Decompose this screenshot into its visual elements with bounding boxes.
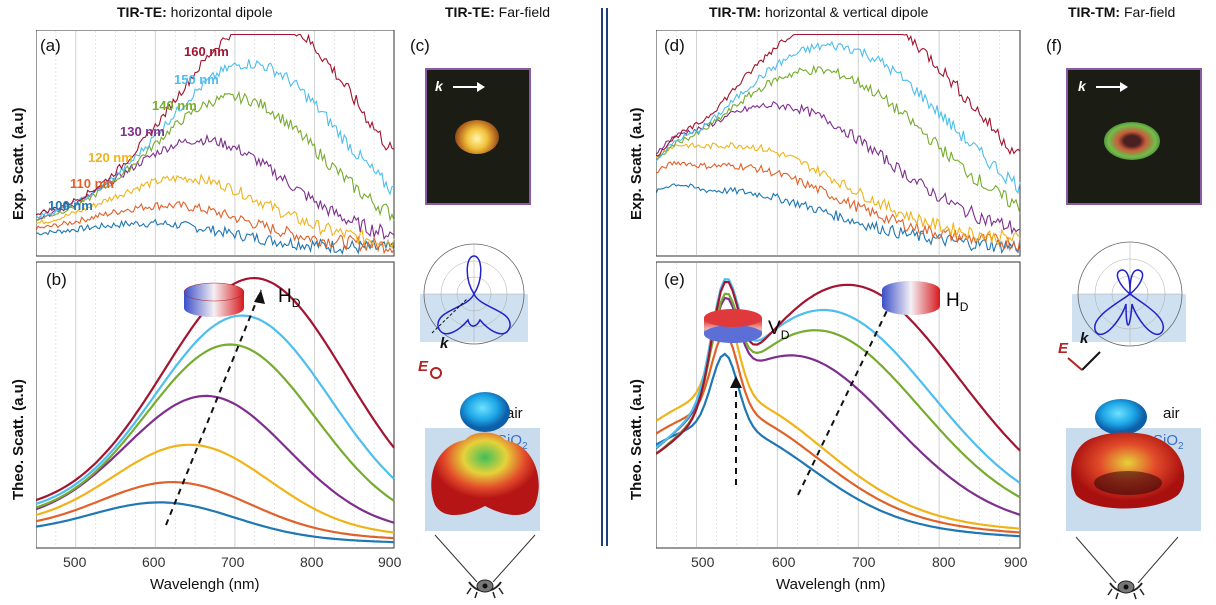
series-line-100 (656, 183, 1021, 255)
series-line-130 (656, 101, 1021, 235)
k-vector-label-polar-c: k (440, 335, 449, 352)
tick-right-900: 900 (1004, 554, 1028, 570)
k-vector-label-f: k (1078, 78, 1086, 94)
header-te-dipole: TIR-TE: horizontal dipole (117, 4, 273, 20)
k-arrow-icon-f (1096, 86, 1124, 88)
k-vector-label-c: k (435, 78, 443, 94)
series-line-110 (36, 481, 395, 540)
column-separator (601, 8, 608, 546)
tick-left-600: 600 (142, 554, 166, 570)
disk-icon-te (183, 282, 245, 317)
tick-right-500: 500 (691, 554, 715, 570)
header-tm-farfield: TIR-TM: Far-field (1068, 4, 1176, 20)
series-label-120: 120 nm (88, 150, 133, 165)
vd-arrow-tm-head (730, 376, 742, 388)
disk-icon-vd (704, 309, 762, 343)
vd-label-tm: VD (768, 318, 790, 342)
tick-left-500: 500 (63, 554, 87, 570)
e-k-vectors-icon (1067, 351, 1101, 371)
series-line-120 (656, 141, 1021, 246)
series-line-160 (656, 33, 1021, 158)
tick-left-900: 900 (378, 554, 402, 570)
header-te-farfield: TIR-TE: Far-field (445, 4, 550, 20)
series-line-120 (36, 443, 395, 534)
hd-arrow-te (165, 289, 262, 526)
panel-e-label: (e) (664, 270, 685, 289)
plot-right: VD HD (656, 30, 1021, 549)
k-arrow-head-icon-f (1120, 82, 1128, 92)
xlabel-left: Wavelengh (nm) (150, 576, 260, 593)
tick-right-600: 600 (772, 554, 796, 570)
series-line-120 (36, 173, 395, 250)
series-line-130 (36, 394, 395, 524)
farfield-image-tm: k (1066, 68, 1202, 205)
farfield-spot-te (455, 120, 499, 154)
series-line-150 (656, 40, 1021, 195)
air-label-te: air (506, 405, 523, 422)
panel-b-label: (b) (46, 270, 67, 289)
series-line-160 (656, 280, 1021, 455)
polar-plot-te (420, 243, 528, 345)
xlabel-right: Wavelengh (nm) (776, 576, 886, 593)
panel-f-label: (f) (1046, 36, 1063, 55)
series-line-100 (656, 352, 1021, 538)
e-field-out-icon (430, 367, 442, 379)
disk-icon-hd-tm (882, 281, 940, 315)
e-vector-label-c: E (418, 358, 429, 375)
k-vector-label-polar-f: k (1080, 330, 1089, 347)
series-line-140 (656, 64, 1021, 214)
panel-d-label: (d) (664, 36, 685, 55)
k-arrow-icon-c (453, 86, 481, 88)
hd-label-tm: HD (946, 290, 969, 314)
tick-left-700: 700 (221, 554, 245, 570)
e-vector-label-f: E (1058, 340, 1069, 357)
panel-c-label: (c) (410, 36, 430, 55)
exp-ylabel-left: Exp. Scatt. (a.u) (10, 107, 27, 220)
radiation-pattern-te (431, 392, 539, 599)
series-label-130: 130 nm (120, 124, 165, 139)
tick-left-800: 800 (300, 554, 324, 570)
series-line-140 (36, 90, 395, 222)
series-label-110: 110 nm (70, 176, 115, 191)
k-arrow-head-icon-c (477, 82, 485, 92)
header-tm-dipole: TIR-TM: horizontal & vertical dipole (709, 4, 929, 20)
series-line-150 (36, 314, 395, 505)
theo-ylabel-right: Theo. Scatt. (a.u) (628, 379, 645, 500)
radiation-pattern-tm (1071, 399, 1185, 600)
series-line-110 (36, 201, 395, 255)
panel-a-label: (a) (40, 36, 61, 55)
air-label-tm: air (1163, 405, 1180, 422)
tick-right-800: 800 (932, 554, 956, 570)
farfield-image-te: k (425, 68, 531, 205)
eye-icon-te (466, 579, 504, 599)
hd-label-te: HD (278, 286, 301, 310)
series-label-150: 150 nm (174, 72, 219, 87)
tick-right-700: 700 (852, 554, 876, 570)
series-line-100 (36, 218, 395, 255)
series-label-140: 140 nm (152, 98, 197, 113)
exp-ylabel-right: Exp. Scatt. (a.u) (628, 107, 645, 220)
series-line-160 (36, 33, 395, 216)
plot-left: HD (36, 30, 395, 549)
polar-plot-tm (1072, 241, 1186, 347)
hd-arrow-te-head (254, 290, 265, 304)
series-label-160: 160 nm (184, 44, 229, 59)
theo-ylabel-left: Theo. Scatt. (a.u) (10, 379, 27, 500)
farfield-ring-tm (1104, 122, 1160, 160)
series-line-110 (656, 331, 1021, 534)
eye-icon-tm (1107, 580, 1145, 600)
series-line-100 (36, 501, 395, 544)
hd-arrow-tm (797, 291, 897, 496)
series-label-100: 100 nm (48, 198, 93, 213)
series-line-140 (36, 343, 395, 509)
series-line-110 (656, 160, 1021, 252)
